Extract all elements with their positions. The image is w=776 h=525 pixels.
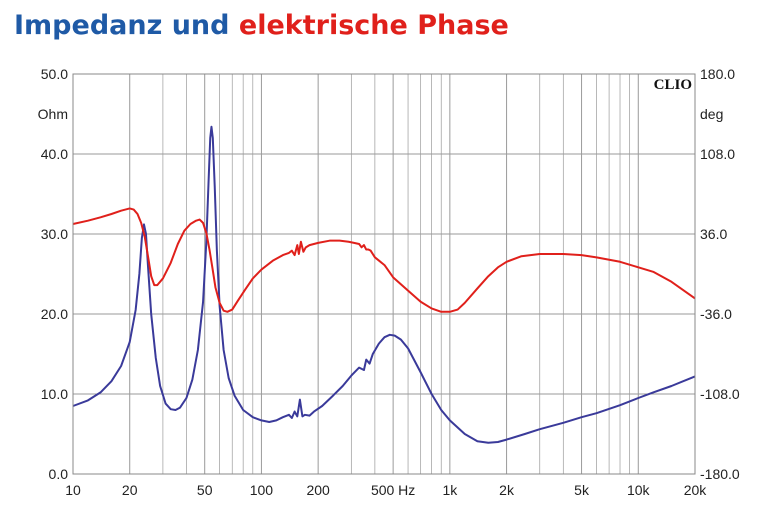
y-left-tick-label: 10.0 [41,386,68,402]
y-left-tick-label: 0.0 [49,466,69,482]
y-right-tick-label: -36.0 [700,306,732,322]
y-right-tick-label: 180.0 [700,66,735,82]
impedance-curve [72,125,696,444]
y-right-unit: deg [700,106,723,122]
y-left-tick-label: 20.0 [41,306,68,322]
phase-curve [72,207,696,313]
x-tick-label: 10k [627,482,651,498]
y-left-tick-label: 30.0 [41,226,68,242]
x-tick-label: 2k [499,482,515,498]
x-tick-label: 5k [574,482,590,498]
y-right-tick-label: -108.0 [700,386,740,402]
x-tick-label: 10 [65,482,81,498]
y-right-tick-label: -180.0 [700,466,740,482]
x-tick-label: 20k [684,482,708,498]
y-left-unit: Ohm [38,106,68,122]
x-tick-label: 100 [250,482,274,498]
title-part-impedance: Impedanz und [14,10,230,41]
y-right-tick-label: 36.0 [700,226,727,242]
x-tick-label: 1k [442,482,458,498]
x-tick-label: 50 [197,482,213,498]
plot-border [72,73,696,475]
x-tick-label: 200 [306,482,330,498]
x-tick-label: 500 Hz [371,482,415,498]
y-right-tick-label: 108.0 [700,146,735,162]
y-left-tick-label: 50.0 [41,66,68,82]
clio-logo: CLIO [654,77,692,93]
title-part-phase: elektrische Phase [238,10,509,41]
tick-labels: 10 20 50 100 200 500 Hz 1k 2k 5k 10k 20k 50.0 40.0 30… [38,66,740,498]
x-tick-label: 20 [122,482,138,498]
series-layer [72,125,696,444]
grid [73,74,695,474]
chart-title: Impedanz und elektrische Phase [14,10,509,41]
y-left-tick-label: 40.0 [41,146,68,162]
